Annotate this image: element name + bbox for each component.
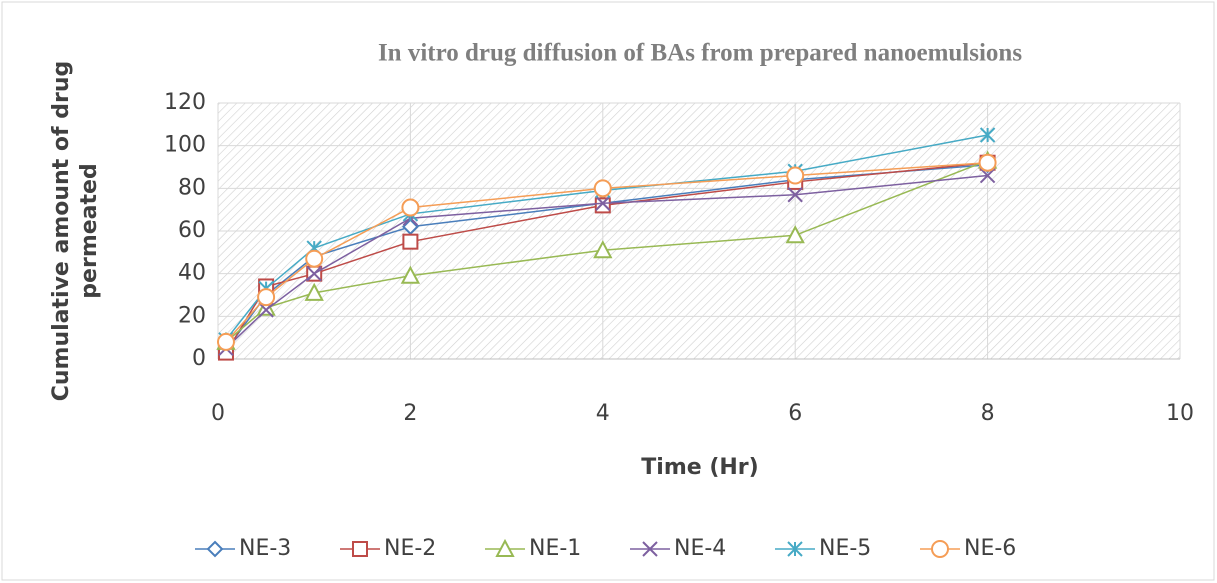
y-tick-label: 80: [178, 175, 206, 200]
y-tick-label: 40: [178, 261, 206, 286]
legend-entry: NE-1: [485, 536, 581, 561]
chart-title: In vitro drug diffusion of BAs from prep…: [378, 40, 1022, 67]
legend-entry: NE-3: [195, 536, 291, 561]
marker: [594, 197, 611, 214]
marker: [306, 265, 322, 282]
marker: [787, 541, 803, 557]
legend-label: NE-2: [384, 536, 436, 561]
marker: [257, 288, 276, 307]
marker: [785, 225, 805, 244]
marker: [978, 153, 997, 172]
legend-label: NE-4: [674, 536, 726, 561]
legend-entry: NE-2: [340, 536, 436, 561]
marker: [786, 166, 805, 185]
marker: [402, 233, 419, 250]
marker: [931, 540, 949, 558]
y-axis-title-line: permeated: [77, 163, 102, 298]
marker: [593, 240, 613, 259]
y-tick-label: 0: [192, 346, 206, 371]
x-axis-title: Time (Hr): [641, 455, 758, 480]
x-tick-label: 4: [596, 401, 610, 426]
legend-label: NE-5: [819, 536, 871, 561]
legend-label: NE-1: [529, 536, 581, 561]
y-tick-label: 60: [178, 218, 206, 243]
x-tick-label: 10: [1166, 401, 1194, 426]
marker: [206, 540, 224, 558]
x-tick-label: 0: [211, 401, 225, 426]
marker: [305, 249, 324, 268]
marker: [979, 127, 996, 143]
marker: [400, 265, 421, 284]
marker: [304, 282, 324, 301]
marker: [595, 195, 611, 211]
x-tick-label: 6: [788, 401, 802, 426]
legend-label: NE-3: [239, 536, 291, 561]
marker: [642, 541, 658, 557]
marker: [593, 179, 612, 198]
marker: [979, 167, 996, 184]
y-tick-label: 100: [164, 133, 206, 158]
x-tick-label: 8: [981, 401, 995, 426]
y-axis-title-line: Cumulative amount of drug: [49, 61, 74, 402]
marker: [258, 302, 274, 318]
marker: [787, 187, 803, 203]
marker: [495, 538, 515, 557]
y-tick-label: 120: [164, 90, 206, 115]
y-tick-label: 20: [178, 303, 206, 328]
legend-label: NE-6: [964, 536, 1016, 561]
legend-entry: NE-6: [920, 536, 1016, 561]
legend-entry: NE-5: [775, 536, 871, 561]
legend-entry: NE-4: [630, 536, 726, 561]
y-axis-title: Cumulative amount of drug permeated: [49, 61, 102, 402]
marker: [352, 541, 368, 557]
marker: [216, 332, 235, 351]
marker: [401, 198, 420, 217]
x-tick-label: 2: [403, 401, 417, 426]
